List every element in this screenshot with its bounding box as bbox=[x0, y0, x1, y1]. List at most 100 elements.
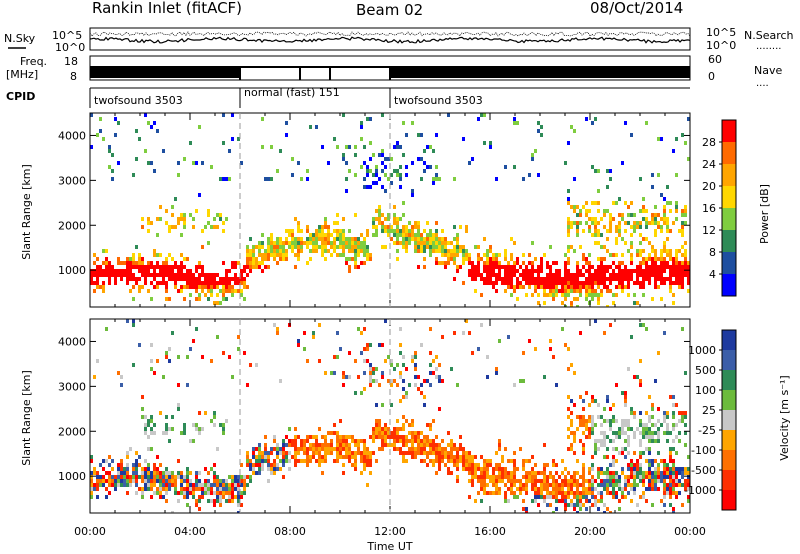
heatmap-cell bbox=[225, 281, 228, 285]
heatmap-cell bbox=[516, 487, 519, 491]
heatmap-cell bbox=[615, 237, 618, 241]
heatmap-cell bbox=[612, 491, 615, 495]
heatmap-cell bbox=[459, 459, 462, 463]
heatmap-cell bbox=[186, 471, 189, 475]
heatmap-cell bbox=[426, 443, 429, 447]
heatmap-cell bbox=[498, 447, 501, 451]
heatmap-cell bbox=[204, 491, 207, 495]
heatmap-cell bbox=[531, 241, 534, 245]
heatmap-cell bbox=[186, 475, 189, 479]
heatmap-cell bbox=[471, 475, 474, 479]
heatmap-cell bbox=[462, 463, 465, 467]
heatmap-cell bbox=[543, 375, 546, 379]
heatmap-cell bbox=[594, 281, 597, 285]
heatmap-cell bbox=[324, 371, 327, 375]
heatmap-cell bbox=[555, 261, 558, 265]
heatmap-cell bbox=[609, 511, 612, 513]
heatmap-cell bbox=[225, 277, 228, 281]
heatmap-cell bbox=[90, 277, 93, 281]
heatmap-cell bbox=[621, 269, 624, 273]
heatmap-cell bbox=[597, 403, 600, 407]
heatmap-cell bbox=[348, 451, 351, 455]
heatmap-cell bbox=[564, 289, 567, 293]
y-tick-label: 3000 bbox=[58, 174, 86, 187]
heatmap-cell bbox=[279, 149, 282, 153]
heatmap-cell bbox=[564, 285, 567, 289]
heatmap-cell bbox=[315, 459, 318, 463]
heatmap-cell bbox=[543, 467, 546, 471]
heatmap-cell bbox=[153, 463, 156, 467]
heatmap-cell bbox=[429, 237, 432, 241]
heatmap-cell bbox=[627, 293, 630, 297]
heatmap-cell bbox=[135, 277, 138, 281]
heatmap-cell bbox=[156, 233, 159, 237]
heatmap-cell bbox=[624, 285, 627, 289]
heatmap-cell bbox=[237, 479, 240, 483]
heatmap-cell bbox=[477, 117, 480, 121]
heatmap-cell bbox=[543, 301, 546, 305]
heatmap-cell bbox=[324, 447, 327, 451]
cpid-segment-1: twofsound 3503 bbox=[94, 94, 183, 107]
heatmap-cell bbox=[156, 471, 159, 475]
heatmap-cell bbox=[522, 269, 525, 273]
noise-right-tick-top: 10^5 bbox=[706, 26, 736, 39]
heatmap-cell bbox=[618, 265, 621, 269]
heatmap-cell bbox=[102, 483, 105, 487]
heatmap-cell bbox=[381, 149, 384, 153]
heatmap-cell bbox=[441, 253, 444, 257]
heatmap-cell bbox=[663, 277, 666, 281]
heatmap-cell bbox=[228, 355, 231, 359]
heatmap-cell bbox=[549, 491, 552, 495]
heatmap-cell bbox=[330, 447, 333, 451]
heatmap-cell bbox=[612, 301, 615, 305]
heatmap-cell bbox=[135, 463, 138, 467]
heatmap-cell bbox=[117, 161, 120, 165]
heatmap-cell bbox=[660, 273, 663, 277]
heatmap-cell bbox=[528, 173, 531, 177]
heatmap-cell bbox=[273, 435, 276, 439]
heatmap-cell bbox=[651, 217, 654, 221]
heatmap-cell bbox=[477, 245, 480, 249]
heatmap-cell bbox=[393, 447, 396, 451]
heatmap-cell bbox=[342, 435, 345, 439]
heatmap-cell bbox=[426, 439, 429, 443]
heatmap-cell bbox=[309, 257, 312, 261]
heatmap-cell bbox=[534, 289, 537, 293]
heatmap-cell bbox=[531, 153, 534, 157]
heatmap-cell bbox=[321, 237, 324, 241]
heatmap-cell bbox=[219, 423, 222, 427]
heatmap-cell bbox=[411, 161, 414, 165]
heatmap-cell bbox=[648, 471, 651, 475]
heatmap-cell bbox=[93, 281, 96, 285]
heatmap-cell bbox=[468, 253, 471, 257]
heatmap-cell bbox=[249, 463, 252, 467]
heatmap-cell bbox=[390, 443, 393, 447]
heatmap-cell bbox=[450, 451, 453, 455]
heatmap-cell bbox=[630, 487, 633, 491]
heatmap-cell bbox=[657, 257, 660, 261]
heatmap-cell bbox=[258, 467, 261, 471]
heatmap-cell bbox=[210, 281, 213, 285]
heatmap-cell bbox=[366, 459, 369, 463]
heatmap-cell bbox=[546, 475, 549, 479]
heatmap-cell bbox=[684, 241, 687, 245]
heatmap-cell bbox=[621, 467, 624, 471]
heatmap-cell bbox=[420, 343, 423, 347]
heatmap-cell bbox=[405, 395, 408, 399]
heatmap-cell bbox=[348, 145, 351, 149]
heatmap-cell bbox=[561, 281, 564, 285]
heatmap-cell bbox=[516, 269, 519, 273]
heatmap-cell bbox=[621, 491, 624, 495]
heatmap-cell bbox=[216, 335, 219, 339]
heatmap-cell bbox=[666, 415, 669, 419]
heatmap-cell bbox=[582, 253, 585, 257]
x-tick-label: 00:00 bbox=[674, 525, 706, 538]
heatmap-cell bbox=[564, 483, 567, 487]
heatmap-cell bbox=[564, 467, 567, 471]
heatmap-cell bbox=[621, 285, 624, 289]
heatmap-cell bbox=[615, 201, 618, 205]
heatmap-cell bbox=[681, 233, 684, 237]
heatmap-cell bbox=[324, 455, 327, 459]
heatmap-cell bbox=[279, 451, 282, 455]
heatmap-cell bbox=[357, 327, 360, 331]
